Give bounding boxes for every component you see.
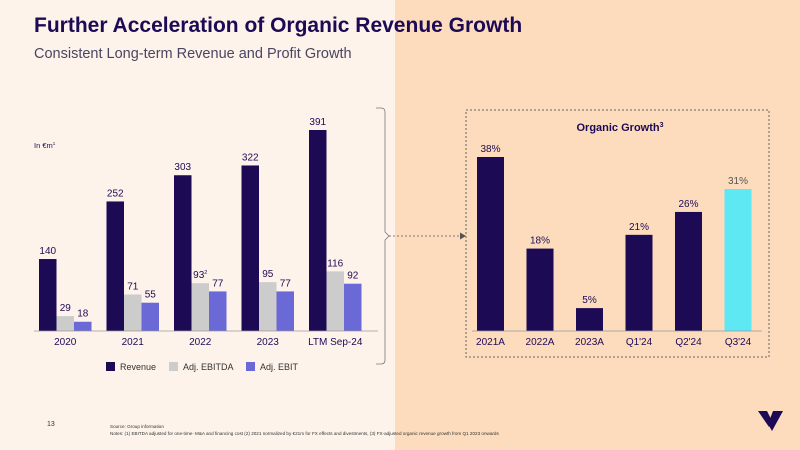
bar-adj-ebitda-2022 <box>191 283 209 331</box>
bar-adj-ebit-2023 <box>276 291 294 331</box>
legend-swatch-adj-ebitda <box>169 362 178 371</box>
legend-swatch-adj-ebit <box>246 362 255 371</box>
bar-adj-ebitda-2021 <box>124 294 142 331</box>
growth-bar-q3-24 <box>724 189 752 331</box>
bar-revenue-2022 <box>174 175 192 331</box>
value-label-adj-ebitda-2022: 932 <box>193 270 207 281</box>
value-label-adj-ebitda-ltm-sep-24: 116 <box>327 258 343 269</box>
left-chart-bars <box>39 130 362 331</box>
growth-label-2021a: 38% <box>480 144 500 155</box>
growth-bar-q2-24 <box>675 211 702 331</box>
x-tick-2023: 2023 <box>257 337 280 348</box>
growth-x-tick-q3-24: Q3'24 <box>725 337 752 348</box>
organic-growth-title: Organic Growth3 <box>576 122 663 134</box>
legend-label-adj-ebitda: Adj. EBITDA <box>183 362 234 372</box>
growth-label-2023a: 5% <box>582 295 597 306</box>
bar-adj-ebit-ltm-sep-24 <box>344 283 362 331</box>
growth-label-2022a: 18% <box>530 236 550 247</box>
bar-adj-ebitda-2020 <box>56 316 74 331</box>
bar-revenue-2023 <box>241 165 259 331</box>
value-label-revenue-2022: 303 <box>174 162 191 173</box>
growth-bar-2022a <box>526 248 554 331</box>
source-note: Source: Group information <box>110 424 164 429</box>
left-chart-labels: 140 29 18 252 71 55 303 932 77 322 95 77 391 116 92 <box>39 117 358 320</box>
legend-swatch-revenue <box>106 362 115 371</box>
right-chart-x-ticks: 2021A 2022A 2023A Q1'24 Q2'24 Q3'24 <box>476 337 752 348</box>
bar-revenue-2021 <box>106 201 124 331</box>
value-label-adj-ebit-2021: 55 <box>145 290 157 301</box>
legend-label-revenue: Revenue <box>120 362 156 372</box>
right-chart-labels: 38% 18% 5% 21% 26% 31% <box>480 144 748 306</box>
arrow-head-icon <box>460 232 466 240</box>
bar-adj-ebit-2022 <box>209 291 227 331</box>
bar-revenue-ltm-sep-24 <box>309 130 327 331</box>
growth-bar-q1-24 <box>625 234 653 331</box>
value-label-adj-ebitda-2021: 71 <box>127 282 139 293</box>
x-tick-2022: 2022 <box>189 337 212 348</box>
value-label-revenue-2021: 252 <box>107 188 124 199</box>
value-label-revenue-ltm-sep-24: 391 <box>309 117 326 128</box>
x-tick-ltm-sep-24: LTM Sep-24 <box>308 337 363 348</box>
page-number: 13 <box>47 421 55 428</box>
growth-bar-2021a <box>477 157 504 331</box>
growth-label-q1-24: 21% <box>629 222 649 233</box>
organic-growth-frame <box>465 109 770 358</box>
footnote-text: Notes: (1) EBITDA adjusted for one-time-… <box>110 431 499 436</box>
growth-x-tick-q1-24: Q1'24 <box>626 337 653 348</box>
company-logo-icon <box>758 411 783 431</box>
value-label-adj-ebit-2020: 18 <box>77 309 89 320</box>
growth-label-q2-24: 26% <box>678 199 698 210</box>
footnote-marker: 2 <box>204 270 207 276</box>
value-label-adj-ebit-ltm-sep-24: 92 <box>347 271 359 282</box>
left-chart-x-ticks: 2020 2021 2022 2023 LTM Sep-24 <box>54 337 363 348</box>
x-tick-2020: 2020 <box>54 337 77 348</box>
page-subtitle: Consistent Long-term Revenue and Profit … <box>34 46 352 62</box>
unit-label: In €m1 <box>34 141 56 150</box>
growth-bar-2023a <box>576 308 603 331</box>
value-label-adj-ebitda-2023: 95 <box>262 269 274 280</box>
growth-x-tick-2021a: 2021A <box>476 337 505 348</box>
bracket-connector <box>376 107 390 365</box>
value-label-adj-ebit-2023: 77 <box>280 278 292 289</box>
x-tick-2021: 2021 <box>122 337 145 348</box>
growth-label-q3-24: 31% <box>728 176 748 187</box>
bar-adj-ebit-2020 <box>74 321 92 331</box>
growth-x-tick-2023a: 2023A <box>575 337 604 348</box>
legend-label-adj-ebit: Adj. EBIT <box>260 362 299 372</box>
growth-x-tick-2022a: 2022A <box>526 337 555 348</box>
value-label-revenue-2023: 322 <box>242 152 259 163</box>
bar-adj-ebitda-ltm-sep-24 <box>326 271 344 331</box>
value-label-adj-ebit-2022: 77 <box>212 278 224 289</box>
right-chart-bars <box>477 157 752 331</box>
bar-revenue-2020 <box>39 259 57 331</box>
legend: Revenue Adj. EBITDA Adj. EBIT <box>106 362 299 372</box>
value-label-revenue-2020: 140 <box>39 246 56 257</box>
value-label-adj-ebitda-2020: 29 <box>60 303 72 314</box>
bar-adj-ebitda-2023 <box>259 282 277 331</box>
page-title: Further Acceleration of Organic Revenue … <box>34 14 523 37</box>
bar-adj-ebit-2021 <box>141 302 159 331</box>
growth-x-tick-q2-24: Q2'24 <box>675 337 702 348</box>
